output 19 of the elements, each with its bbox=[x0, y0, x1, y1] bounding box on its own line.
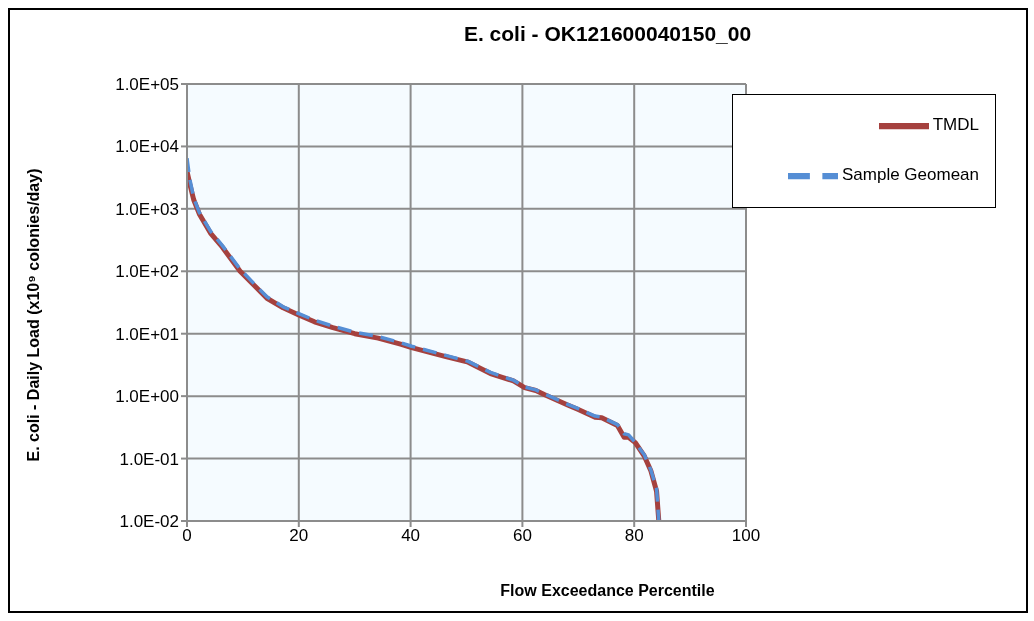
x-axis-title: Flow Exceedance Percentile bbox=[499, 582, 716, 600]
y-tick-label: 1.0E+03 bbox=[115, 199, 179, 219]
y-tick-label: 1.0E+02 bbox=[115, 262, 179, 282]
x-tick-label: 40 bbox=[401, 526, 421, 546]
y-tick-label: 1.0E+00 bbox=[115, 387, 179, 407]
legend-label: TMDL bbox=[932, 115, 979, 135]
y-tick-label: 1.0E+05 bbox=[115, 75, 179, 95]
y-tick-label: 1.0E+04 bbox=[115, 137, 179, 157]
x-tick-label: 100 bbox=[731, 526, 761, 546]
x-tick-label: 0 bbox=[182, 526, 192, 546]
x-tick-label: 80 bbox=[624, 526, 644, 546]
legend-label: Sample Geomean bbox=[841, 165, 979, 185]
y-axis-title: E. coli - Daily Load (x10⁹ colonies/day) bbox=[25, 167, 43, 464]
x-tick-label: 20 bbox=[289, 526, 309, 546]
chart-title: E. coli - OK121600040150_00 bbox=[462, 22, 753, 46]
y-tick-label: 1.0E-01 bbox=[119, 449, 179, 469]
x-tick-label: 60 bbox=[512, 526, 532, 546]
y-tick-label: 1.0E-02 bbox=[119, 512, 179, 532]
y-tick-label: 1.0E+01 bbox=[115, 324, 179, 344]
